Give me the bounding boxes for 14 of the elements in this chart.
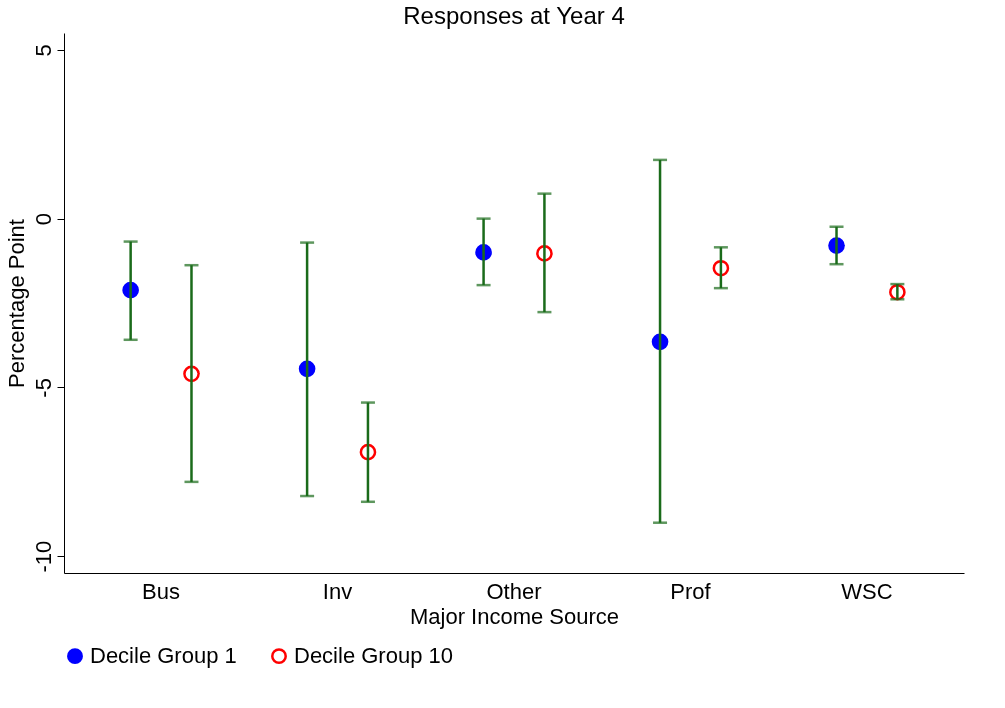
y-tick-label: -10 <box>30 540 56 573</box>
y-tick-label: -5 <box>30 378 56 398</box>
x-tick-label: Prof <box>670 578 712 604</box>
x-tick-label: WSC <box>841 578 893 604</box>
x-tick-label: Bus <box>142 578 181 604</box>
y-tick-label: 0 <box>30 213 56 226</box>
y-tick-label: 5 <box>30 44 56 57</box>
y-axis-title: Percentage Point <box>3 219 29 388</box>
legend-label: Decile Group 1 <box>90 643 237 669</box>
legend-label: Decile Group 10 <box>294 643 453 669</box>
x-tick-label: Other <box>486 578 542 604</box>
chart-title: Responses at Year 4 <box>403 2 625 29</box>
x-tick-label: Inv <box>322 578 353 604</box>
x-axis-title: Major Income Source <box>409 603 620 629</box>
